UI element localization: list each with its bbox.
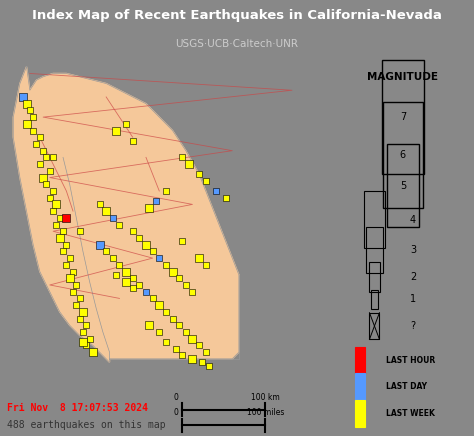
Bar	[355, 400, 365, 426]
Text: 7: 7	[400, 112, 406, 123]
Text: 0: 0	[173, 393, 178, 402]
Text: LAST WEEK: LAST WEEK	[386, 409, 435, 418]
Bar	[366, 228, 383, 273]
Text: LAST DAY: LAST DAY	[386, 382, 427, 391]
Text: 100 miles: 100 miles	[247, 408, 284, 417]
Text: 2: 2	[410, 272, 416, 282]
Bar	[364, 191, 385, 248]
Text: 4: 4	[410, 215, 416, 225]
Text: USGS·UCB·Caltech·UNR: USGS·UCB·Caltech·UNR	[175, 39, 299, 49]
Text: 5: 5	[400, 181, 406, 191]
Bar	[383, 102, 423, 208]
Text: 1: 1	[410, 294, 416, 304]
Bar	[371, 290, 378, 309]
Bar	[355, 373, 365, 400]
Text: 0: 0	[173, 408, 178, 417]
Text: LAST HOUR: LAST HOUR	[386, 356, 435, 364]
Text: MAGNITUDE: MAGNITUDE	[367, 72, 438, 82]
Bar	[387, 144, 419, 228]
Text: 6: 6	[400, 150, 406, 160]
Bar	[355, 347, 365, 373]
Text: 3: 3	[410, 245, 416, 255]
Text: 488 earthquakes on this map: 488 earthquakes on this map	[7, 420, 165, 430]
Text: Index Map of Recent Earthquakes in California-Nevada: Index Map of Recent Earthquakes in Calif…	[32, 9, 442, 22]
Text: ?: ?	[410, 321, 415, 331]
Text: Fri Nov  8 17:07:53 2024: Fri Nov 8 17:07:53 2024	[7, 403, 147, 412]
Bar	[369, 262, 380, 292]
Bar	[369, 313, 379, 339]
Bar	[382, 61, 424, 174]
Text: 100 km: 100 km	[251, 393, 280, 402]
Polygon shape	[13, 67, 239, 362]
